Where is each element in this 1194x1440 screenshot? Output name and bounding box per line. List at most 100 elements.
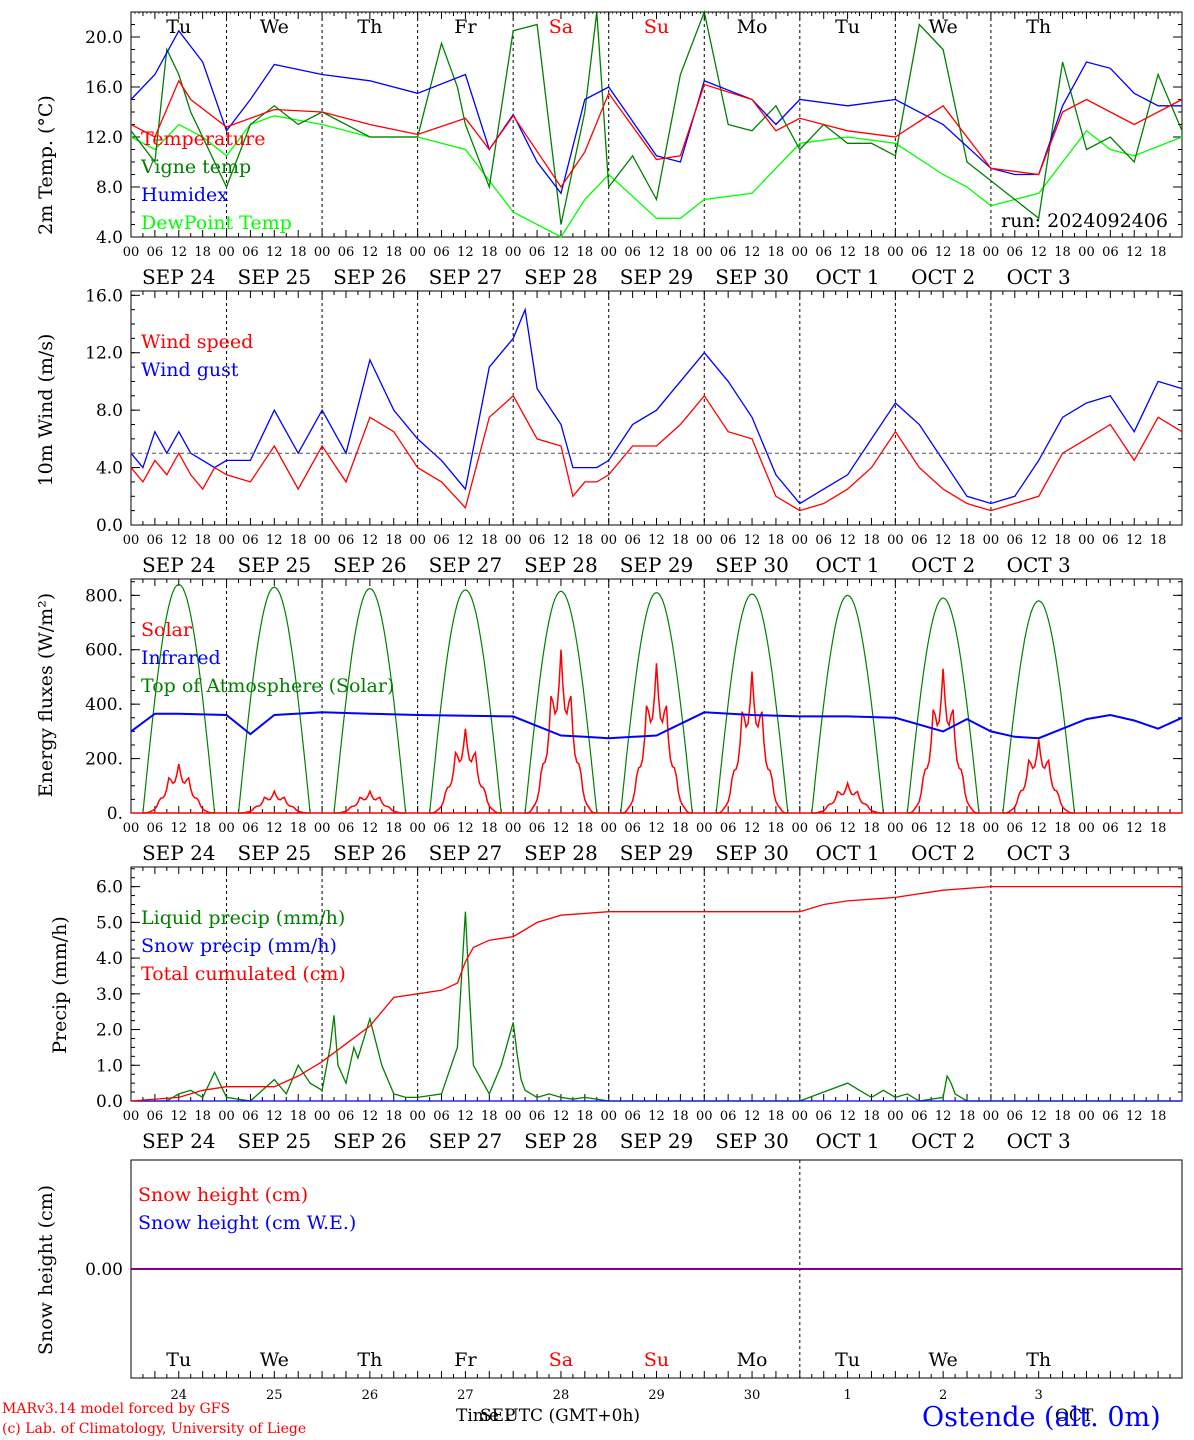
footer-station: Ostende (alt. 0m) — [922, 1402, 1161, 1433]
y-tick-label: 200. — [85, 750, 123, 770]
series-line-3 — [130, 115, 1183, 238]
date-label: SEP 26 — [333, 841, 407, 865]
hour-label: 18 — [863, 821, 880, 836]
hour-label: 06 — [815, 821, 832, 836]
hour-label: 18 — [1054, 821, 1071, 836]
legend-entry: Vigne temp — [140, 156, 251, 178]
toa-solar-line — [237, 586, 311, 814]
y-axis-label: Precip (mm/h) — [49, 916, 71, 1054]
y-tick-label: 400. — [85, 695, 123, 715]
hour-label: 18 — [959, 245, 976, 260]
hour-label: 06 — [1102, 821, 1119, 836]
hour-label: 06 — [1007, 245, 1024, 260]
legend-entry: Total cumulated (cm) — [141, 963, 346, 985]
hour-label: 00 — [505, 1109, 522, 1124]
y-tick-label: 0. — [107, 804, 123, 824]
y-tick-label: 20.0 — [85, 28, 123, 48]
hour-label: 00 — [409, 533, 426, 548]
hour-label: 00 — [696, 533, 713, 548]
hour-label: 00 — [696, 245, 713, 260]
weekday-label-bottom: We — [929, 1349, 958, 1371]
date-label: OCT 3 — [1007, 1129, 1071, 1153]
legend-entry: Liquid precip (mm/h) — [141, 907, 345, 929]
weekday-label-bottom: Th — [1026, 1349, 1051, 1371]
hour-label: 06 — [911, 533, 928, 548]
y-tick-label: 1.0 — [96, 1056, 123, 1076]
hour-label: 12 — [457, 1109, 474, 1124]
hour-label: 00 — [983, 533, 1000, 548]
hour-label: 06 — [338, 821, 355, 836]
hour-label: 12 — [170, 245, 187, 260]
hour-label: 12 — [266, 1109, 283, 1124]
hour-label: 12 — [1126, 821, 1143, 836]
toa-solar-line — [1002, 600, 1076, 814]
hour-label: 00 — [792, 533, 809, 548]
hour-label: 00 — [983, 821, 1000, 836]
hour-label: 06 — [815, 245, 832, 260]
y-tick-label: 6.0 — [96, 878, 123, 898]
hour-label: 00 — [123, 1109, 140, 1124]
footer-oct-overlay: OCT — [1055, 1406, 1094, 1426]
hour-label: 18 — [768, 533, 785, 548]
hour-label: 12 — [553, 821, 570, 836]
hour-label: 12 — [362, 1109, 379, 1124]
hour-label: 06 — [911, 1109, 928, 1124]
hour-label: 00 — [1078, 533, 1095, 548]
hour-label: 00 — [218, 533, 235, 548]
footer-model: MARv3.14 model forced by GFS — [2, 1401, 231, 1417]
hour-label: 06 — [433, 821, 450, 836]
y-axis-label: 10m Wind (m/s) — [35, 334, 57, 487]
y-tick-label: 2.0 — [96, 1021, 123, 1041]
run-annotation: run: 2024092406 — [1001, 210, 1168, 232]
toa-solar-line — [715, 593, 789, 814]
hour-label: 06 — [1007, 1109, 1024, 1124]
weekday-label-bottom: Fr — [454, 1349, 477, 1371]
day-number-label: 3 — [1035, 1388, 1043, 1403]
y-tick-label: 600. — [85, 641, 123, 661]
hour-label: 12 — [362, 245, 379, 260]
hour-label: 00 — [983, 1109, 1000, 1124]
hour-label: 18 — [959, 821, 976, 836]
hour-label: 18 — [577, 245, 594, 260]
hour-label: 12 — [266, 821, 283, 836]
y-tick-label: 4.0 — [96, 228, 123, 248]
hour-label: 00 — [600, 821, 617, 836]
date-label: SEP 27 — [429, 1129, 503, 1153]
hour-label: 18 — [1150, 821, 1167, 836]
hour-label: 06 — [147, 1109, 164, 1124]
hour-label: 12 — [170, 533, 187, 548]
legend-entry: Snow height (cm) — [138, 1184, 308, 1206]
hour-label: 12 — [362, 533, 379, 548]
hour-label: 18 — [1054, 1109, 1071, 1124]
hour-label: 12 — [839, 1109, 856, 1124]
date-label: OCT 2 — [911, 553, 975, 577]
series-line-1 — [130, 9, 1183, 225]
hour-label: 12 — [1030, 533, 1047, 548]
date-label: SEP 26 — [333, 265, 407, 289]
hour-label: 06 — [433, 533, 450, 548]
hour-label: 06 — [911, 245, 928, 260]
solar-line — [907, 668, 980, 814]
hour-label: 18 — [481, 533, 498, 548]
toa-solar-line — [142, 583, 216, 814]
solar-line — [811, 780, 884, 814]
footer-lab: (c) Lab. of Climatology, University of L… — [2, 1421, 307, 1437]
y-tick-label: 3.0 — [96, 985, 123, 1005]
hour-label: 06 — [147, 821, 164, 836]
y-tick-label: 800. — [85, 586, 123, 606]
hour-label: 00 — [123, 245, 140, 260]
toa-solar-line — [906, 597, 980, 814]
weekday-label-top: Su — [644, 16, 669, 38]
hour-label: 12 — [839, 821, 856, 836]
footer-month-overlay: SEP — [480, 1406, 516, 1426]
hour-label: 18 — [768, 245, 785, 260]
hour-label: 00 — [1078, 821, 1095, 836]
hour-label: 18 — [1150, 533, 1167, 548]
hour-label: 18 — [672, 533, 689, 548]
y-tick-label: 12.0 — [85, 128, 123, 148]
hour-label: 12 — [1126, 245, 1143, 260]
hour-label: 12 — [170, 821, 187, 836]
day-number-label: 30 — [744, 1388, 761, 1403]
hour-label: 00 — [1078, 1109, 1095, 1124]
